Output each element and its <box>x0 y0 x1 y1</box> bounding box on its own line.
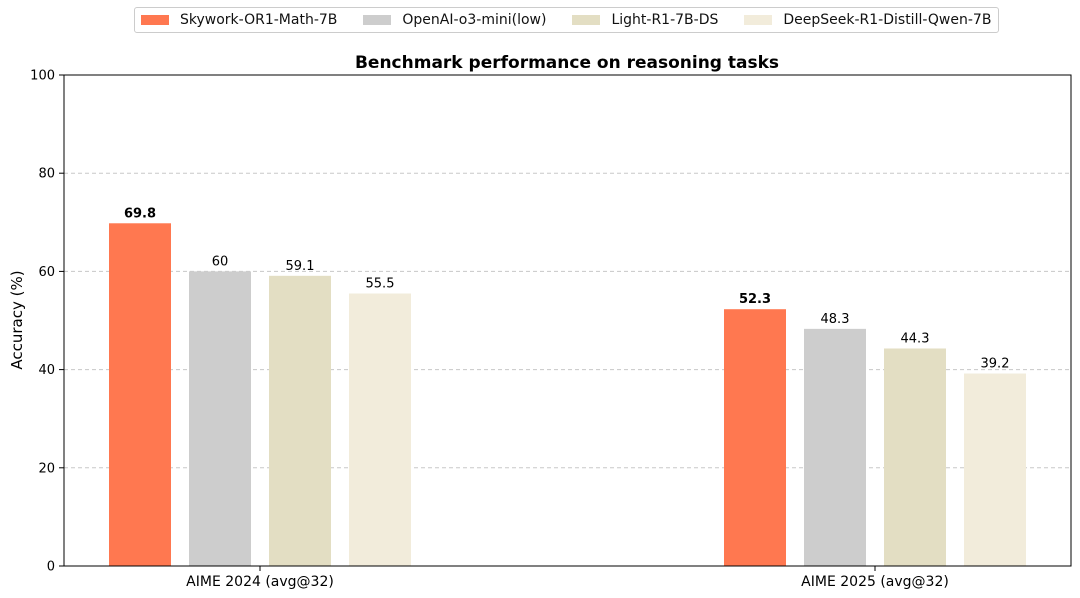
data-label: 48.3 <box>821 312 850 327</box>
data-label: 39.2 <box>981 357 1010 372</box>
x-tick-label: AIME 2024 (avg@32) <box>186 574 334 590</box>
legend-item: Skywork-OR1-Math-7B <box>141 12 337 28</box>
data-label: 69.8 <box>124 206 156 221</box>
legend-item: Light-R1-7B-DS <box>572 12 718 28</box>
bar <box>964 373 1026 566</box>
legend-swatch <box>744 15 773 25</box>
y-tick-label: 0 <box>47 560 55 575</box>
y-axis-label: Accuracy (%) <box>8 270 26 369</box>
y-tick-label: 60 <box>38 265 55 280</box>
plot-area-frame <box>63 74 1072 567</box>
x-tick-label: AIME 2025 (avg@32) <box>801 574 949 590</box>
y-tick-label: 80 <box>38 167 55 182</box>
bar <box>804 328 866 566</box>
bar <box>269 275 331 566</box>
data-label: 52.3 <box>739 292 771 307</box>
y-axis: 0 20 40 60 80 100 <box>30 69 64 575</box>
y-tick-label: 20 <box>38 461 55 476</box>
bar <box>884 348 946 566</box>
legend-item: DeepSeek-R1-Distill-Qwen-7B <box>744 12 991 28</box>
bar <box>189 271 251 566</box>
legend-swatch <box>363 15 392 25</box>
chart-title: Benchmark performance on reasoning tasks <box>355 53 779 73</box>
legend-label: DeepSeek-R1-Distill-Qwen-7B <box>783 12 992 28</box>
data-label: 55.5 <box>366 276 395 291</box>
y-tick-label: 100 <box>30 69 55 84</box>
bar <box>349 293 411 566</box>
data-label: 60 <box>212 254 229 269</box>
legend-label: OpenAI-o3-mini(low) <box>402 12 547 28</box>
data-label: 59.1 <box>286 259 315 274</box>
bar <box>724 309 786 566</box>
legend-swatch <box>572 15 601 25</box>
chart-legend: Skywork-OR1-Math-7B OpenAI-o3-mini(low) … <box>134 7 999 33</box>
legend-label: Skywork-OR1-Math-7B <box>180 12 338 28</box>
legend-item: OpenAI-o3-mini(low) <box>363 12 546 28</box>
bars: 69.8 60 59.1 55.5 52.3 48.3 44.3 39.2 <box>109 206 1026 567</box>
x-axis: AIME 2024 (avg@32) AIME 2025 (avg@32) <box>186 566 949 590</box>
legend-swatch <box>141 15 169 25</box>
legend-label: Light-R1-7B-DS <box>611 12 719 28</box>
y-tick-label: 40 <box>38 363 55 378</box>
bar <box>109 223 171 567</box>
data-label: 44.3 <box>901 331 930 346</box>
